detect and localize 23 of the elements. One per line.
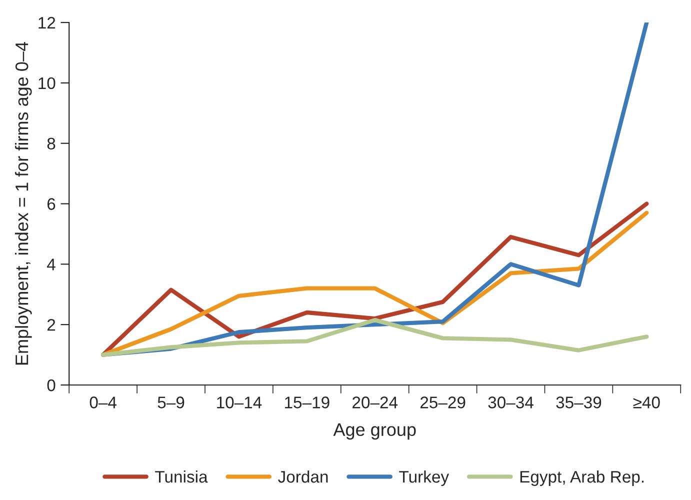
y-axis-title: Employment, index = 1 for firms age 0–4	[14, 42, 32, 365]
x-tick-label: 35–39	[556, 396, 602, 408]
x-tick-label: 5–9	[158, 396, 184, 408]
legend-label: Tunisia	[155, 470, 208, 483]
y-tick-label: 0	[47, 379, 56, 392]
legend-label: Jordan	[278, 470, 328, 483]
line-series	[100, 318, 649, 357]
x-axis-title: Age group	[333, 423, 416, 440]
x-tick-label: ≥40	[633, 396, 660, 408]
y-tick-label: 6	[47, 198, 56, 210]
legend-label: Egypt, Arab Rep.	[520, 470, 644, 486]
y-tick-label: 4	[47, 258, 56, 270]
x-tick-label: 10–14	[217, 396, 262, 408]
y-tick-label: 8	[47, 138, 56, 150]
x-tick-label: 15–19	[285, 396, 330, 408]
x-tick-label: 20–24	[352, 396, 398, 408]
x-tick-label: 30–34	[488, 396, 534, 408]
x-tick-label: 25–29	[420, 396, 466, 408]
x-tick-label: 0–4	[90, 396, 116, 408]
y-tick-label: 2	[47, 318, 56, 331]
legend-label: Turkey	[399, 470, 450, 486]
y-tick-label: 10	[38, 77, 56, 90]
y-tick-label: 12	[38, 16, 56, 29]
